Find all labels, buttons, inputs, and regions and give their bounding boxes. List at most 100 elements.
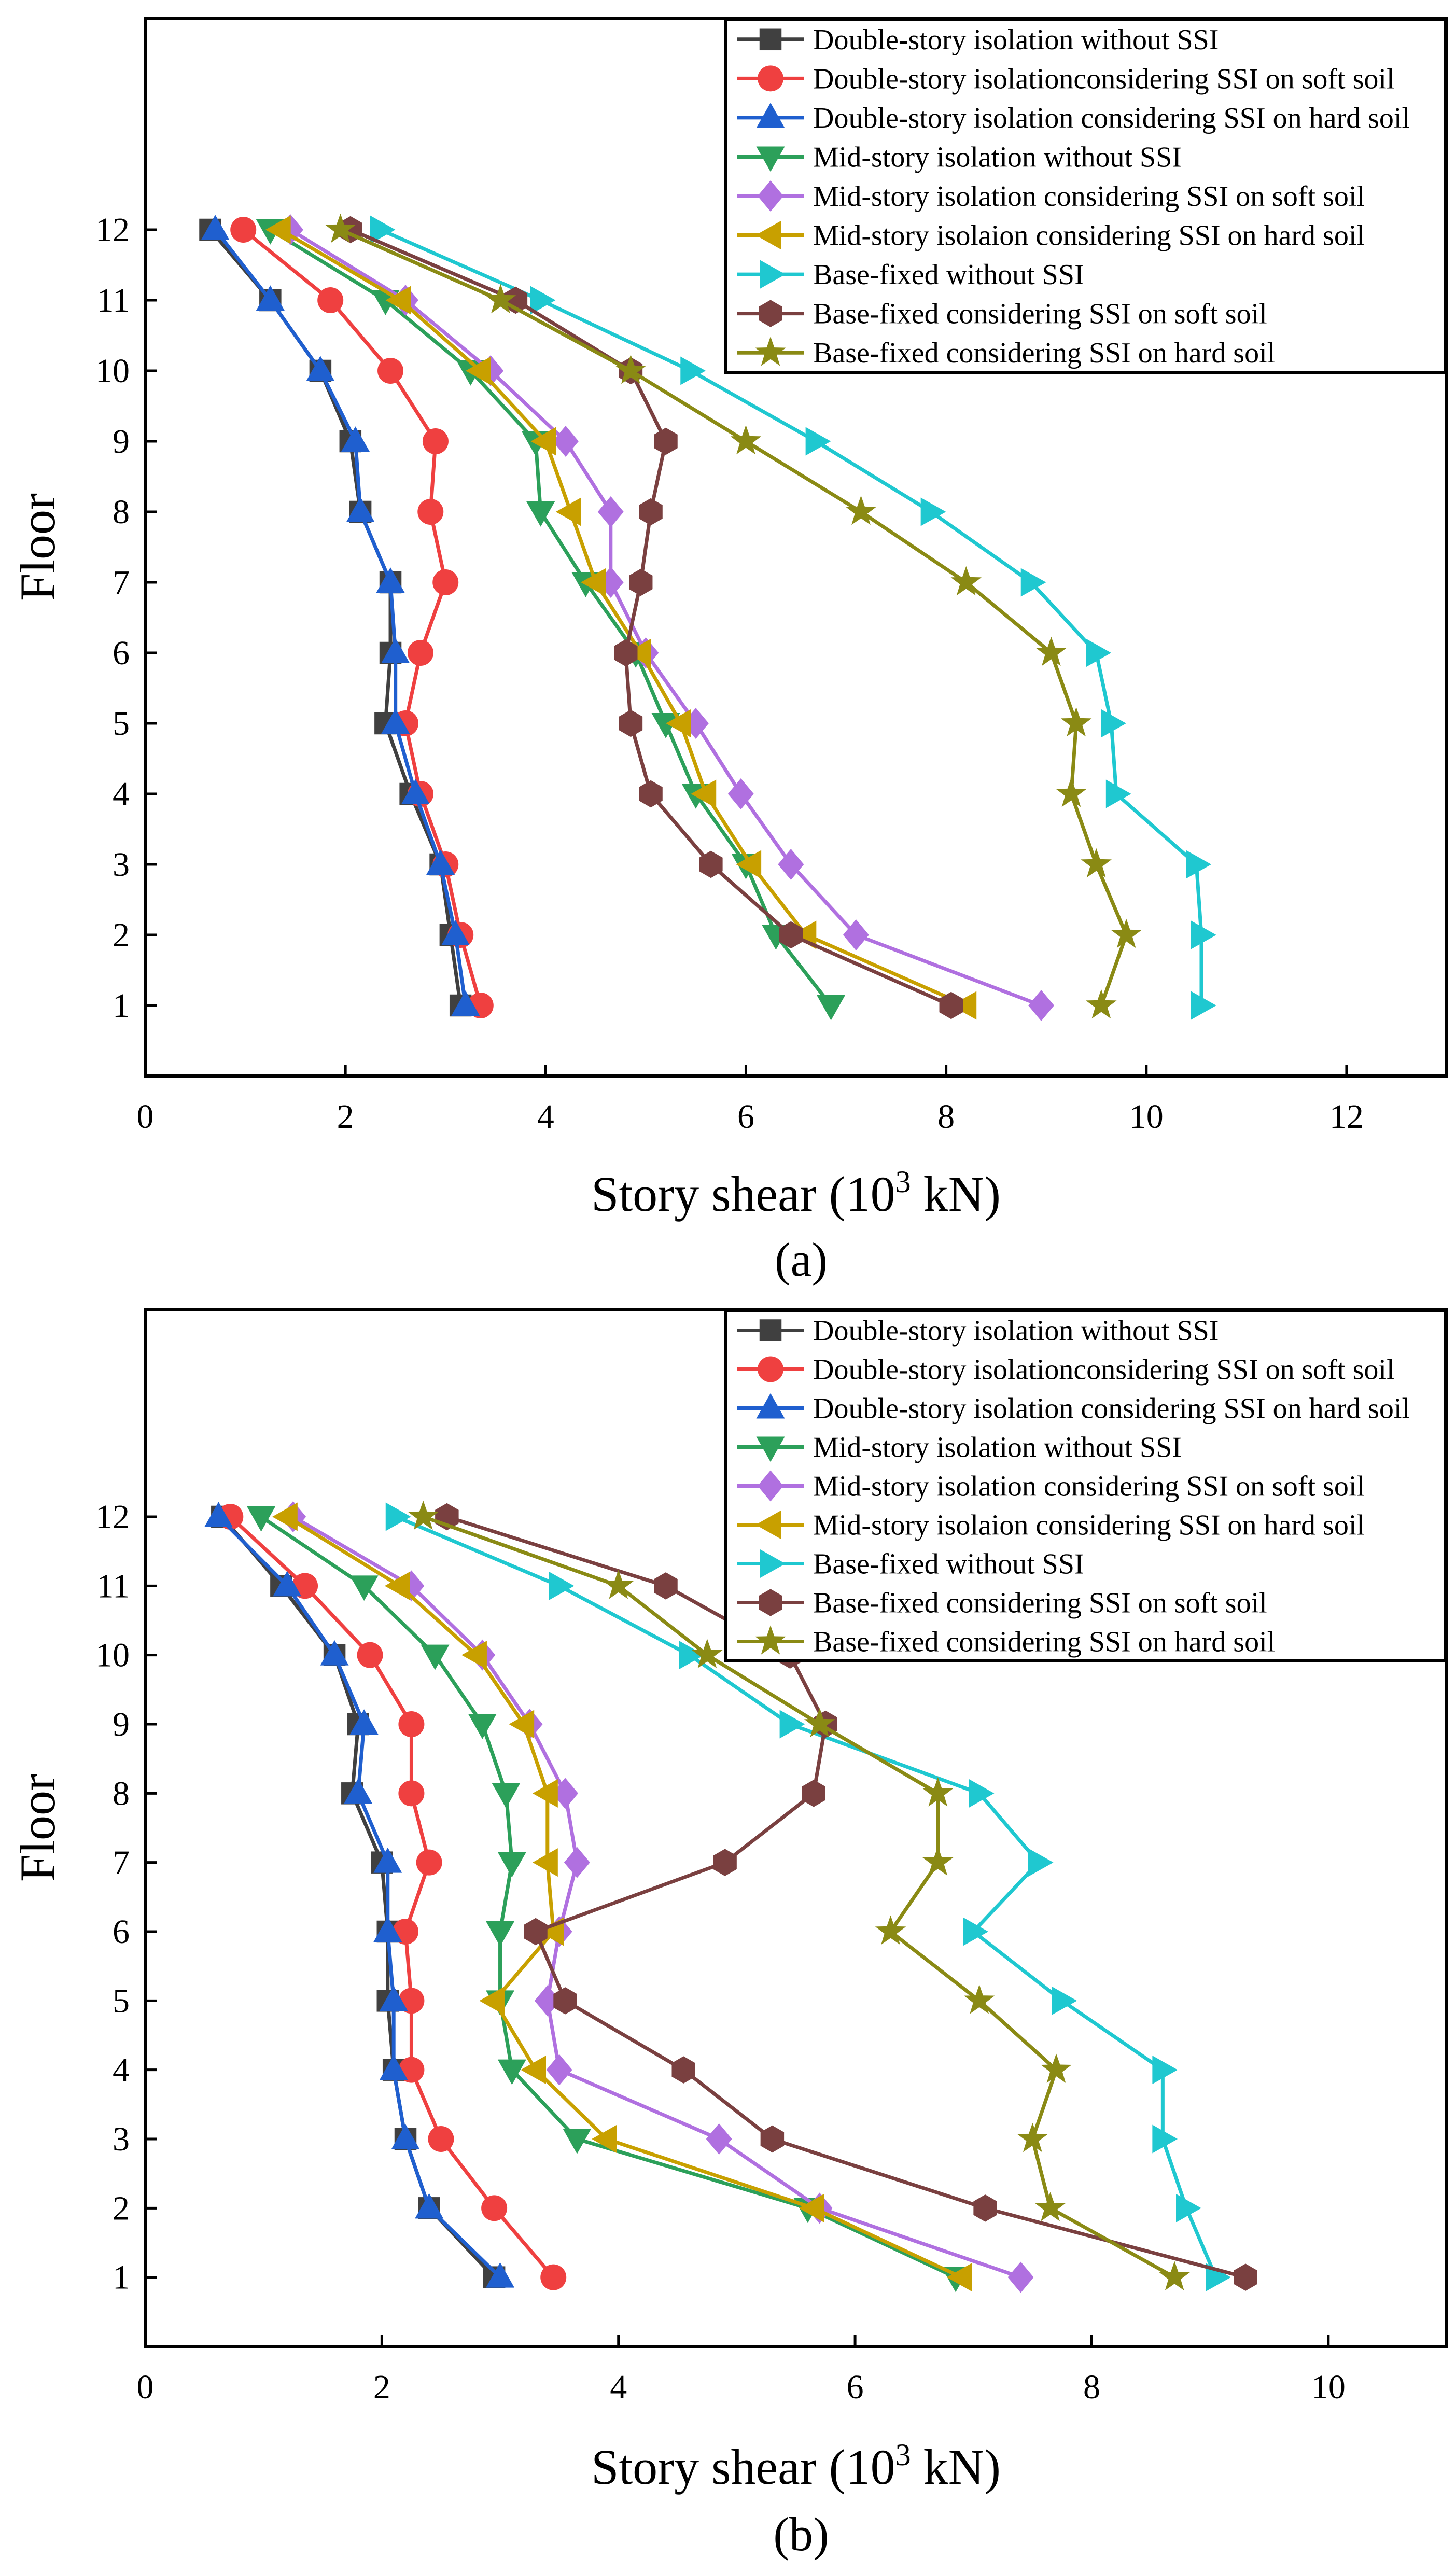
data-point — [1056, 777, 1087, 807]
x-tick-label: 8 — [1083, 2368, 1100, 2406]
series-line — [214, 228, 468, 1006]
x-tick-label: 2 — [337, 1098, 354, 1136]
data-point — [603, 1570, 634, 1599]
legend-label: Base-fixed considering SSI on soft soil — [813, 298, 1267, 330]
data-point — [422, 428, 449, 454]
legend-label: Double-story isolation considering SSI o… — [813, 1393, 1410, 1425]
data-point — [317, 287, 344, 313]
legend-item: Double-story isolationconsidering SSI on… — [737, 1354, 1395, 1386]
data-point — [534, 1985, 561, 2017]
y-tick-label: 5 — [113, 705, 130, 743]
x-axis-title-unit: kN) — [911, 1166, 1001, 1222]
legend-item: Mid-story isolation considering SSI on s… — [737, 1470, 1365, 1503]
data-point — [1081, 848, 1112, 878]
series-line — [289, 228, 1042, 1008]
data-point — [799, 2193, 824, 2222]
data-point — [1052, 1986, 1077, 2015]
series-line — [217, 1515, 501, 2279]
data-point — [379, 2054, 408, 2080]
data-point — [533, 1779, 558, 1808]
data-point — [441, 920, 470, 945]
data-point — [706, 2123, 732, 2155]
series-line — [269, 228, 833, 1007]
x-axis-title-unit: kN) — [911, 2439, 1001, 2495]
data-point — [461, 1641, 487, 1670]
data-point — [272, 1502, 298, 1531]
data-point — [1186, 850, 1212, 879]
legend-label: Mid-story isolation without SSI — [813, 1432, 1182, 1464]
data-point — [639, 780, 663, 808]
data-point — [1086, 638, 1111, 667]
x-axis-title-superscript: 3 — [895, 1165, 911, 1199]
y-tick-label: 3 — [113, 2120, 130, 2158]
data-point — [346, 497, 375, 522]
y-tick-label: 10 — [95, 1637, 130, 1674]
legend-label: Mid-story isolaion considering SSI on ha… — [813, 220, 1365, 252]
y-tick-label: 11 — [96, 282, 130, 319]
data-point — [1086, 989, 1117, 1019]
data-point — [273, 1571, 302, 1597]
y-tick-label: 12 — [95, 211, 130, 249]
data-point — [1152, 2124, 1178, 2154]
data-point — [373, 1847, 402, 1873]
legend-label: Base-fixed considering SSI on hard soil — [813, 1626, 1275, 1658]
data-point — [1234, 2263, 1257, 2291]
data-point — [497, 1852, 526, 1878]
data-point — [922, 1777, 954, 1807]
x-tick-label: 8 — [937, 1098, 955, 1136]
x-tick-label: 0 — [137, 1098, 154, 1136]
legend-marker — [760, 1549, 786, 1578]
legend-item: Base-fixed without SSI — [737, 259, 1084, 291]
legend-item: Base-fixed considering SSI on hard soil — [737, 1625, 1275, 1658]
legend-item: Double-story isolation considering SSI o… — [737, 1393, 1410, 1425]
legend-marker — [756, 146, 785, 172]
series-line — [292, 1515, 1021, 2279]
data-point — [521, 2056, 546, 2085]
legend-item: Mid-story isolation without SSI — [737, 141, 1182, 173]
data-point — [1007, 2261, 1034, 2293]
data-point — [468, 1714, 497, 1739]
y-tick-label: 4 — [113, 775, 130, 813]
data-point — [651, 713, 680, 738]
data-point — [1028, 990, 1055, 1021]
y-axis-title: Floor — [10, 1774, 65, 1882]
data-point — [408, 1500, 439, 1530]
data-point — [370, 215, 396, 244]
data-point — [204, 1502, 233, 1527]
y-tick-label: 6 — [113, 1913, 130, 1951]
panel-label: (a) — [775, 1233, 828, 1286]
x-axis-title-main: Story shear (10 — [591, 1166, 895, 1222]
data-point — [486, 2262, 515, 2288]
legend-marker — [758, 180, 783, 212]
data-point — [922, 1846, 954, 1876]
data-point — [946, 2263, 972, 2292]
data-point — [530, 286, 556, 315]
legend-box — [724, 18, 1447, 374]
data-point — [843, 919, 869, 950]
legend-item: Double-story isolation without SSI — [737, 1315, 1219, 1347]
data-point — [492, 1783, 521, 1809]
data-point — [1041, 2053, 1072, 2083]
data-point — [479, 1986, 505, 2015]
series-line — [340, 228, 1128, 1007]
data-point — [421, 1644, 450, 1670]
data-point — [306, 356, 335, 381]
data-point — [920, 497, 946, 526]
x-tick-label: 6 — [737, 1098, 754, 1136]
data-point — [417, 499, 444, 525]
series-6 — [265, 215, 977, 1020]
data-point — [778, 849, 804, 880]
data-point — [804, 1708, 835, 1738]
data-point — [377, 358, 404, 384]
legend-marker — [759, 1319, 782, 1341]
data-point — [671, 2056, 695, 2084]
data-point — [509, 1710, 535, 1739]
data-point — [963, 1984, 995, 2014]
legend-marker — [759, 300, 782, 327]
data-point — [654, 1572, 678, 1600]
legend-label: Mid-story isolation considering SSI on s… — [813, 1471, 1365, 1503]
y-tick-label: 1 — [113, 2259, 130, 2297]
